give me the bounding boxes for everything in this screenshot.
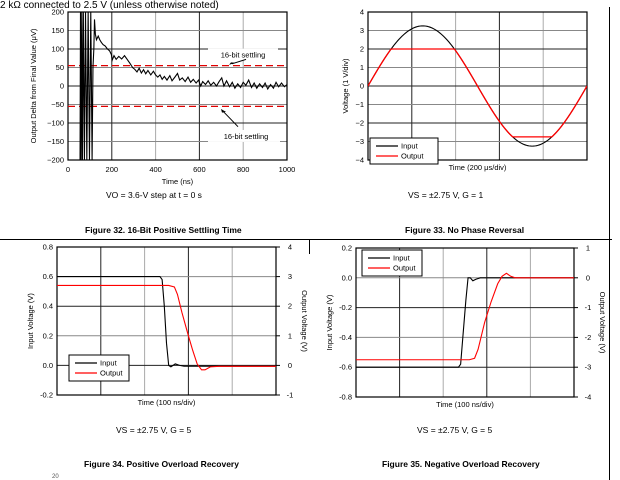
chart32-ytick-label: 150 xyxy=(51,26,64,35)
chart34-ytick-label: -0.2 xyxy=(40,391,53,400)
chart33-ytick-label: 2 xyxy=(360,45,364,54)
chart34-ytick-label: 0.4 xyxy=(43,302,53,311)
chart34-ylabel-right: Output Voltage (V) xyxy=(300,290,309,352)
chart32-xtick-label: 800 xyxy=(237,165,250,174)
chart35-ytick-label: 0.2 xyxy=(342,244,352,253)
chart35-ytick-label: -0.2 xyxy=(339,303,352,312)
chart34-ytick-right-label: 0 xyxy=(288,361,292,370)
chart34-legend-box xyxy=(68,354,130,382)
chart32-arrowhead-icon xyxy=(221,108,226,113)
center-divider xyxy=(309,240,310,254)
chart35-ytick-right-label: 1 xyxy=(586,244,590,253)
chart35-ytick-label: 0.0 xyxy=(342,273,352,282)
chart35-ytick-label: -0.8 xyxy=(339,393,352,402)
chart33-ytick-label: −3 xyxy=(355,137,364,146)
chart33-legend-label: Input xyxy=(401,142,419,151)
chart32-annotation-upper: 16-bit settling xyxy=(221,51,266,60)
fig35-caption: Figure 35. Negative Overload Recovery xyxy=(382,459,540,469)
chart32-xtick-label: 1000 xyxy=(279,165,296,174)
chart32-ytick-label: 200 xyxy=(51,8,64,17)
chart33-legend-label: Output xyxy=(401,152,424,161)
chart35-xlabel: Time (100 ns/div) xyxy=(436,400,494,409)
chart32-xtick-label: 200 xyxy=(106,165,119,174)
chart35-series-input xyxy=(356,277,574,368)
fig33-caption: Figure 33. No Phase Reversal xyxy=(405,225,525,235)
chart35-series-output xyxy=(356,272,574,361)
page-header-text: 2 kΩ connected to 2.5 V (unless otherwis… xyxy=(0,0,219,11)
chart33-ytick-label: 0 xyxy=(360,82,364,91)
chart32-ytick-label: −50 xyxy=(51,100,64,109)
page-number: 20 xyxy=(52,474,59,480)
chart34-ytick-label: 0.2 xyxy=(43,331,53,340)
chart32-annotation-bg xyxy=(208,48,278,61)
chart33-ylabel: Voltage (1 V/div) xyxy=(341,58,350,114)
chart33-series-output xyxy=(368,48,587,138)
fig34-caption: Figure 34. Positive Overload Recovery xyxy=(84,459,239,469)
chart35-legend-box xyxy=(361,249,423,277)
chart35-ytick-right-label: -4 xyxy=(585,393,592,402)
chart34-legend-label: Input xyxy=(100,359,118,368)
chart35-legend-label: Input xyxy=(393,254,411,263)
chart32-ytick-label: 0 xyxy=(60,82,64,91)
chart32-series-trace xyxy=(79,12,287,160)
chart32-annotation-arrow-lower xyxy=(222,110,239,128)
chart32-xtick-label: 600 xyxy=(193,165,206,174)
chart35-plot-frame xyxy=(355,247,575,398)
chart35-legend-label: Output xyxy=(393,264,416,273)
chart35-ytick-right-label: -1 xyxy=(585,303,592,312)
chart35-ytick-label: -0.4 xyxy=(339,333,352,342)
fig32-caption: Figure 32. 16-Bit Positive Settling Time xyxy=(85,225,242,235)
chart33-ytick-label: 4 xyxy=(360,8,364,17)
chart33-ytick-label: 3 xyxy=(360,26,364,35)
section-divider xyxy=(0,239,612,240)
chart32-plot-frame xyxy=(67,11,288,161)
fig34-condition: VS = ±2.75 V, G = 5 xyxy=(116,425,192,435)
chart35-ytick-right-label: -2 xyxy=(585,333,592,342)
chart35-ytick-right-label: -3 xyxy=(585,363,592,372)
chart34-series-output xyxy=(57,284,276,371)
chart35-ylabel: Input Voltage (V) xyxy=(325,294,334,350)
chart32-annotation-bg xyxy=(208,129,280,142)
chart32-xtick-label: 0 xyxy=(66,165,70,174)
chart32-ytick-label: −150 xyxy=(47,137,64,146)
chart32-ytick-label: −100 xyxy=(47,119,64,128)
chart34-ylabel: Input Voltage (V) xyxy=(26,293,35,349)
chart34-ytick-right-label: 3 xyxy=(288,272,292,281)
chart35-ytick-label: -0.6 xyxy=(339,363,352,372)
chart32-annotation-arrow-upper xyxy=(231,58,247,65)
chart32-xlabel: Time (ns) xyxy=(162,177,194,186)
chart34-ytick-right-label: -1 xyxy=(287,391,294,400)
chart33-legend-box xyxy=(369,137,439,165)
chart33-ytick-label: −2 xyxy=(355,119,364,128)
fig32-condition: VO = 3.6-V step at t = 0 s xyxy=(106,190,202,200)
chart35-ylabel-right: Output Voltage (V) xyxy=(598,292,607,354)
chart34-series-input xyxy=(57,276,276,368)
chart33-ytick-label: 1 xyxy=(360,63,364,72)
chart35-ytick-right-label: 0 xyxy=(586,273,590,282)
chart33-ytick-label: −4 xyxy=(355,156,364,165)
chart33-ytick-label: −1 xyxy=(355,100,364,109)
chart32-xtick-label: 400 xyxy=(149,165,162,174)
right-border xyxy=(609,7,610,480)
chart34-ytick-label: 0.0 xyxy=(43,361,53,370)
chart32-annotation-lower: 16-bit settling xyxy=(224,132,269,141)
chart34-legend-label: Output xyxy=(100,369,123,378)
chart34-ytick-label: 0.6 xyxy=(43,272,53,281)
chart32-ytick-label: 100 xyxy=(51,45,64,54)
chart34-xlabel: Time (100 ns/div) xyxy=(138,398,196,407)
chart32-ytick-label: −200 xyxy=(47,156,64,165)
chart32-ytick-label: 50 xyxy=(56,63,64,72)
chart34-ytick-right-label: 2 xyxy=(288,302,292,311)
chart34-ytick-right-label: 4 xyxy=(288,243,292,252)
chart34-plot-frame xyxy=(56,246,277,396)
chart33-xlabel: Time (200 μs/div) xyxy=(449,163,507,172)
fig33-condition: VS = ±2.75 V, G = 1 xyxy=(408,190,484,200)
chart34-ytick-right-label: 1 xyxy=(288,331,292,340)
chart32-arrowhead-icon xyxy=(229,62,235,65)
chart32-ylabel: Output Delta from Final Value (μV) xyxy=(29,28,38,143)
fig35-condition: VS = ±2.75 V, G = 5 xyxy=(417,425,493,435)
chart34-ytick-label: 0.8 xyxy=(43,243,53,252)
